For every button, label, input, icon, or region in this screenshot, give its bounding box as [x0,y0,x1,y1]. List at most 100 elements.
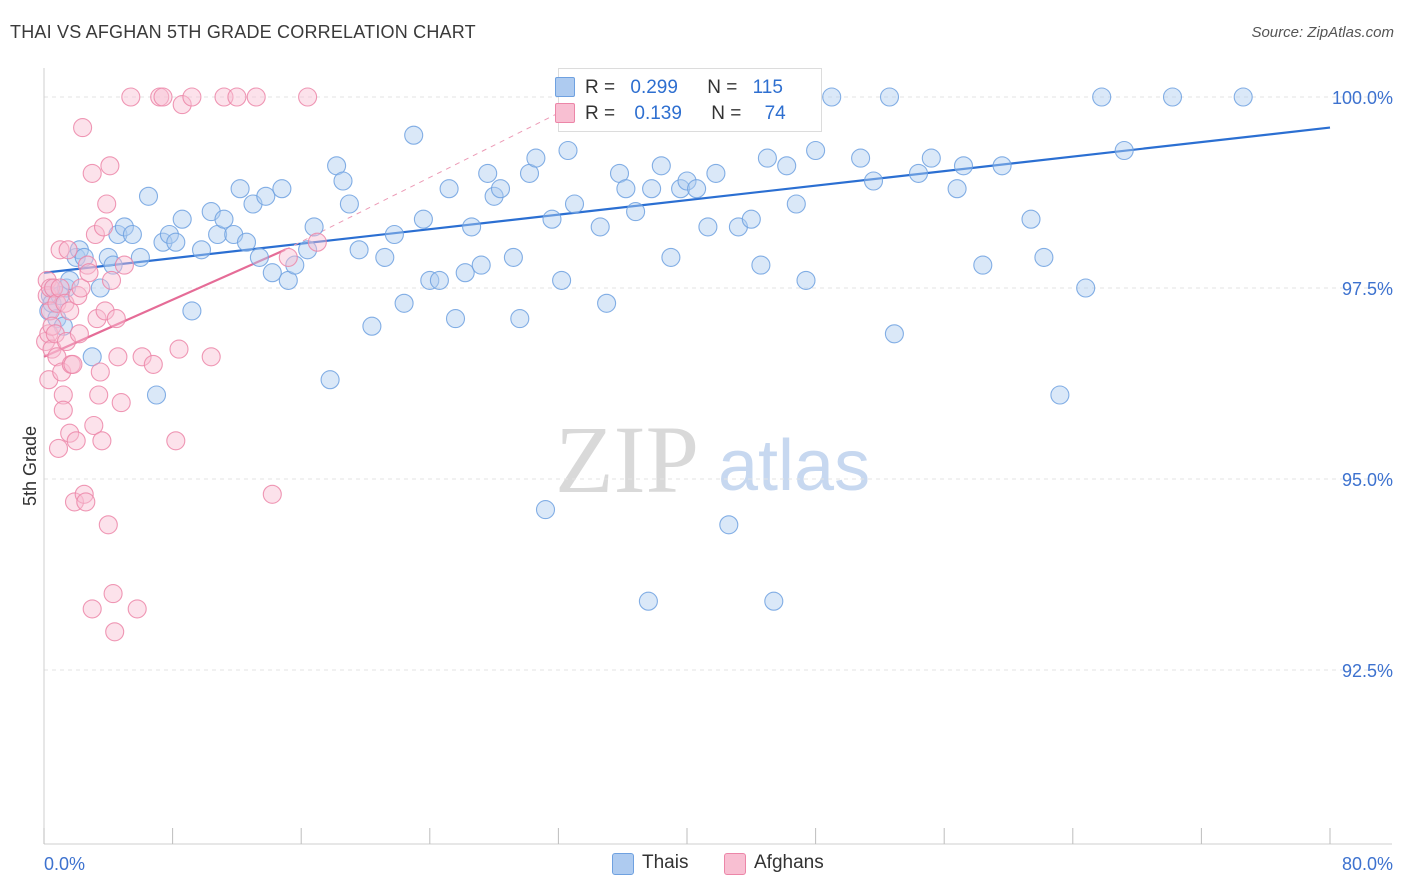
bottom-legend-afghans: Afghans [724,852,824,875]
bottom-legend-swatch-afghans [724,853,746,875]
thai-point [159,224,179,245]
thai-point [1076,278,1096,298]
bottom-legend-swatch-thais [612,853,634,875]
afghan-point [98,515,118,535]
afghan-point [60,301,80,321]
legend-r-label: R = [585,103,616,124]
afghan-point [82,599,102,619]
thai-point [953,156,974,176]
thai-point [806,140,826,161]
thai-point [719,515,739,535]
thai-point [879,87,900,107]
thai-point [1034,247,1054,267]
thai-point [908,163,929,183]
thai-point [333,171,353,191]
thai-point [503,247,523,267]
thai-point [191,240,212,260]
thai-point [420,270,440,290]
thai-point [166,232,186,252]
thai-point [249,247,269,267]
thai-point [552,270,572,290]
thai-point [455,263,475,283]
thai-point [526,148,546,168]
thai-point [638,591,658,611]
afghan-point [48,438,69,458]
thai-point [362,316,382,336]
thai-point [992,156,1012,176]
afghan-point [93,217,114,237]
afghan-trend-line [43,248,286,358]
thai-point [384,224,404,245]
afghan-point [69,324,89,344]
thai-point [146,385,167,405]
thai-point [542,209,562,229]
thai-point [66,247,86,267]
legend-n-label: N = [711,103,742,124]
correlation-legend: R = 0.299 N = 115 R = 0.139 N = 74 [555,68,822,132]
thai-point [796,270,816,290]
afghan-point [182,87,202,107]
thai-point [558,140,578,161]
thai-point [90,278,110,298]
afghan-point [169,339,189,359]
thai-point [114,217,134,237]
afghan-point [262,484,282,504]
afghan-point [153,87,173,107]
thai-point [597,293,617,313]
legend-n-value: 115 [752,77,783,98]
data-points [36,87,1253,642]
thai-point [1233,87,1253,107]
thai-point [764,591,784,611]
thai-point [462,217,482,237]
afghan-point [77,255,97,275]
thai-point [429,270,449,290]
afghan-point [92,431,112,451]
afghan-point [58,240,78,260]
legend-swatch-thais [555,77,575,97]
bottom-legend-thais: Thais [612,852,688,875]
afghan-point [79,263,99,283]
afghan-point [97,194,117,214]
afghan-point [50,240,70,260]
thai-point [298,240,318,260]
thai-point [214,209,234,229]
thai-point [375,247,395,267]
thai-point [698,217,718,237]
afghan-point [105,622,125,642]
thai-point [256,186,276,206]
thai-point [741,209,761,229]
thai-point [757,148,777,168]
thai-point [394,293,414,313]
thai-point [60,270,80,290]
thai-point [478,163,498,183]
y-tick-label: 92.5% [1342,661,1393,681]
afghan-point [132,347,152,367]
thai-point [304,217,324,237]
afghan-point [39,324,59,344]
afghan-point [50,278,70,298]
thai-point [706,163,726,183]
thai-point [471,255,491,275]
afghan-point [68,286,88,306]
thai-point [182,301,202,321]
afghan-point [87,309,107,329]
afghan-point [71,278,91,298]
thai-point [590,217,610,237]
afghan-point [166,431,186,451]
legend-row-thais: R = 0.299 N = 115 [555,77,783,99]
thai-point [445,309,466,329]
thai-point [320,370,340,390]
afghan-point [278,247,298,267]
thai-point [671,179,691,199]
bottom-legend-label-afghans: Afghans [754,852,824,873]
afghan-point [111,393,131,413]
legend-swatch-afghans [555,103,575,123]
thai-point [973,255,993,275]
legend-n-value: 74 [764,103,786,124]
afghan-point [114,255,134,275]
afghan-point [63,354,83,374]
tick-labels: 100.0% 97.5% 95.0% 92.5% 0.0% 80.0% [44,88,1393,874]
afghan-point [95,301,115,321]
thai-point [122,224,142,245]
legend-r-value: 0.299 [630,77,678,98]
